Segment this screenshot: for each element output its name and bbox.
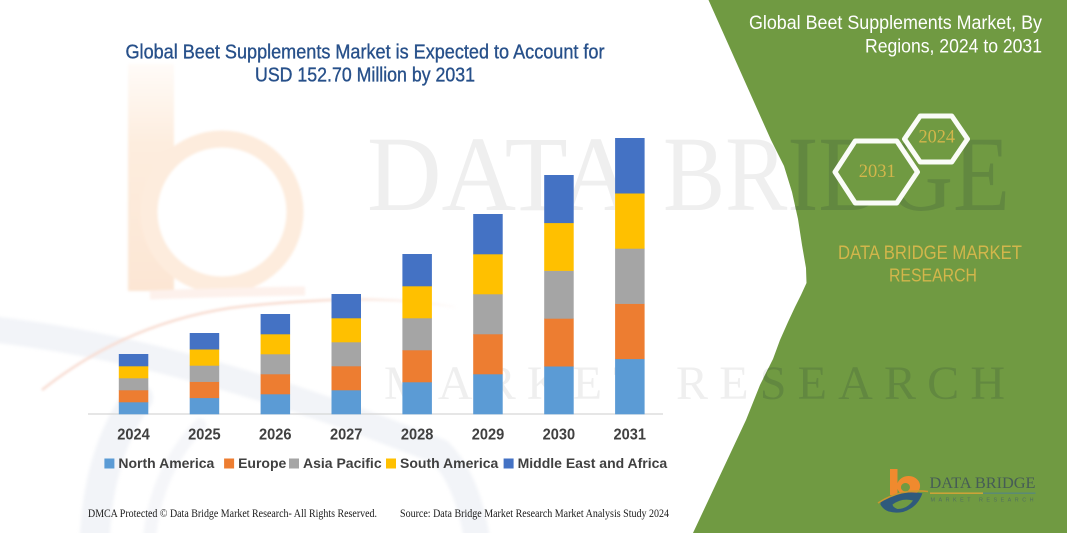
svg-text:MARKET RESEARCH: MARKET RESEARCH <box>931 497 1034 503</box>
svg-text:Regions, 2024 to 2031: Regions, 2024 to 2031 <box>865 36 1042 58</box>
svg-text:2027: 2027 <box>330 426 363 443</box>
svg-text:Middle East and Africa: Middle East and Africa <box>518 455 668 471</box>
svg-text:2025: 2025 <box>188 426 221 443</box>
svg-text:DATA BRIDGE MARKET: DATA BRIDGE MARKET <box>838 242 1022 264</box>
svg-text:2024: 2024 <box>919 127 956 148</box>
svg-text:2029: 2029 <box>472 426 505 443</box>
svg-text:RESEARCH: RESEARCH <box>889 266 977 286</box>
svg-text:North America: North America <box>118 455 214 471</box>
svg-text:DMCA Protected © Data Bridge M: DMCA Protected © Data Bridge Market Rese… <box>88 508 377 520</box>
svg-text:2028: 2028 <box>401 426 434 443</box>
svg-text:Global Beet Supplements Market: Global Beet Supplements Market, By <box>749 12 1042 34</box>
svg-text:USD 152.70 Million by 2031: USD 152.70 Million by 2031 <box>255 65 475 87</box>
svg-text:DATA BRIDGE: DATA BRIDGE <box>930 475 1036 492</box>
svg-text:2030: 2030 <box>543 426 576 443</box>
svg-text:Source: Data Bridge Market Res: Source: Data Bridge Market Research Mark… <box>400 508 669 520</box>
svg-text:2026: 2026 <box>259 426 292 443</box>
svg-text:2024: 2024 <box>117 426 150 443</box>
svg-text:Europe: Europe <box>238 455 286 471</box>
svg-text:2031: 2031 <box>859 161 896 182</box>
svg-text:Asia Pacific: Asia Pacific <box>303 455 382 471</box>
svg-text:2031: 2031 <box>614 426 647 443</box>
svg-text:Global Beet Supplements Market: Global Beet Supplements Market is Expect… <box>126 41 605 63</box>
svg-text:South America: South America <box>400 455 498 471</box>
